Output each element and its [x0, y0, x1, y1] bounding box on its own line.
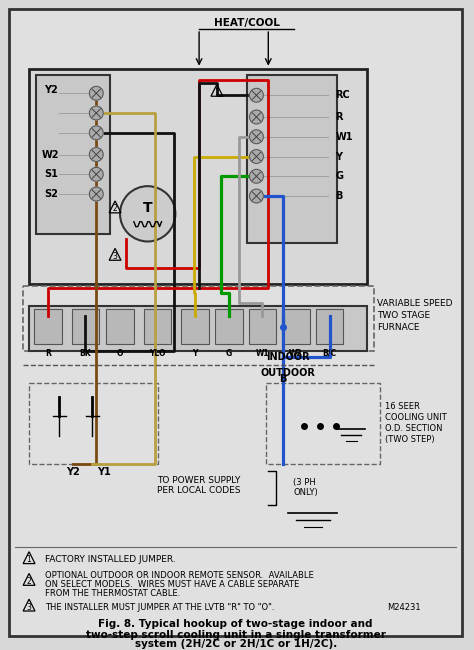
Circle shape: [249, 88, 264, 102]
Text: 3: 3: [27, 603, 31, 612]
Text: ON SELECT MODELS.  WIRES MUST HAVE A CABLE SEPARATE: ON SELECT MODELS. WIRES MUST HAVE A CABL…: [45, 580, 299, 589]
Text: Y1: Y1: [97, 467, 111, 476]
Text: RC: RC: [336, 90, 350, 100]
Bar: [246, 75, 337, 244]
Text: 2: 2: [113, 204, 118, 213]
Bar: [181, 309, 209, 344]
Text: INDOOR: INDOOR: [266, 352, 310, 362]
Bar: [266, 383, 380, 464]
Text: Y: Y: [336, 151, 343, 161]
Text: 2: 2: [27, 577, 31, 586]
Text: VARIABLE SPEED
TWO STAGE
FURNACE: VARIABLE SPEED TWO STAGE FURNACE: [377, 299, 453, 332]
Text: HEAT/COOL: HEAT/COOL: [214, 18, 280, 28]
Bar: [36, 75, 110, 233]
Text: W1: W1: [336, 132, 353, 142]
Text: G: G: [226, 348, 232, 358]
Text: S1: S1: [44, 169, 58, 179]
Text: S2: S2: [44, 189, 58, 199]
Text: (3 PH
ONLY): (3 PH ONLY): [293, 478, 318, 497]
Circle shape: [249, 110, 264, 124]
Text: OPTIONAL OUTDOOR OR INDOOR REMOTE SENSOR.  AVAILABLE: OPTIONAL OUTDOOR OR INDOOR REMOTE SENSOR…: [45, 571, 314, 580]
Text: T: T: [143, 201, 153, 215]
Text: M24231: M24231: [387, 603, 420, 612]
Bar: [29, 69, 367, 284]
Circle shape: [90, 148, 103, 161]
Text: FACTORY INSTALLED JUMPER.: FACTORY INSTALLED JUMPER.: [45, 555, 175, 564]
Text: W2: W2: [42, 150, 60, 159]
Text: B: B: [336, 191, 343, 201]
Text: W1: W1: [255, 348, 269, 358]
Text: O: O: [117, 348, 123, 358]
Bar: [215, 309, 243, 344]
Circle shape: [90, 187, 103, 201]
Bar: [34, 309, 62, 344]
Text: Y: Y: [192, 348, 198, 358]
Text: Fig. 8. Typical hookup of two-stage indoor and: Fig. 8. Typical hookup of two-stage indo…: [99, 619, 373, 629]
Text: system (2H/2C or 2H/1C or 1H/2C).: system (2H/2C or 2H/1C or 1H/2C).: [135, 638, 337, 649]
Text: 1: 1: [215, 88, 219, 97]
Circle shape: [249, 150, 264, 163]
Bar: [106, 309, 134, 344]
Bar: [72, 309, 99, 344]
Bar: [316, 309, 344, 344]
Bar: [23, 286, 374, 351]
Circle shape: [249, 189, 264, 203]
Text: FROM THE THERMOSTAT CABLE.: FROM THE THERMOSTAT CABLE.: [45, 589, 180, 598]
Bar: [29, 306, 367, 351]
Text: BK: BK: [80, 348, 91, 358]
Text: 1: 1: [27, 555, 31, 564]
Text: B: B: [280, 374, 287, 383]
Text: W2: W2: [289, 348, 303, 358]
Text: Y2: Y2: [66, 467, 80, 476]
Bar: [144, 309, 172, 344]
Circle shape: [120, 186, 175, 242]
Text: G: G: [336, 171, 344, 181]
Text: 16 SEER
COOLING UNIT
O.D. SECTION
(TWO STEP): 16 SEER COOLING UNIT O.D. SECTION (TWO S…: [385, 402, 447, 445]
Circle shape: [90, 86, 103, 100]
Bar: [29, 383, 157, 464]
Bar: [248, 309, 276, 344]
Text: R: R: [45, 348, 51, 358]
Text: THE INSTALLER MUST JUMPER AT THE LVTB "R" TO "O".: THE INSTALLER MUST JUMPER AT THE LVTB "R…: [45, 603, 274, 612]
Circle shape: [249, 130, 264, 144]
Circle shape: [249, 170, 264, 183]
Circle shape: [90, 126, 103, 140]
Text: B/C: B/C: [322, 348, 337, 358]
Bar: [282, 309, 310, 344]
Text: TO POWER SUPPLY
PER LOCAL CODES: TO POWER SUPPLY PER LOCAL CODES: [157, 476, 241, 495]
Circle shape: [90, 106, 103, 120]
Text: YLO: YLO: [149, 348, 166, 358]
Text: R: R: [336, 112, 343, 122]
Text: two-step scroll cooling unit in a single transformer: two-step scroll cooling unit in a single…: [86, 630, 386, 640]
Circle shape: [90, 168, 103, 181]
Text: Y2: Y2: [44, 85, 58, 96]
Text: OUTDOOR: OUTDOOR: [261, 368, 316, 378]
Text: 3: 3: [113, 252, 118, 261]
